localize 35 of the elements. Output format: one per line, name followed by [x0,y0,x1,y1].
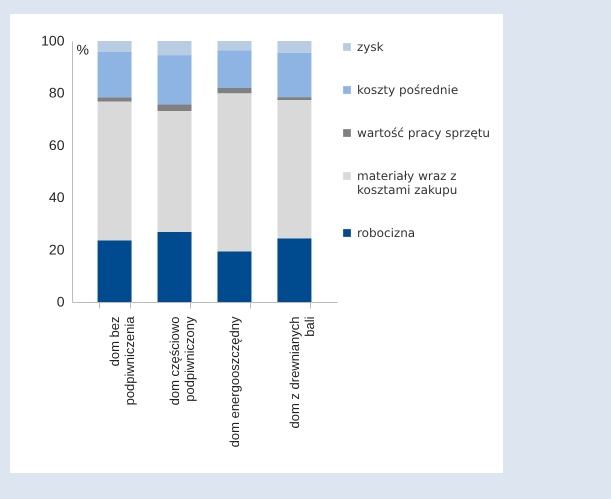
bar [277,52,312,98]
bar [158,232,192,302]
y-axis-title: % [76,42,89,58]
bar [98,240,132,302]
bar [217,251,252,302]
y-tick-label: 100 [41,32,65,48]
bar [158,41,192,56]
bar [98,52,132,98]
bar [158,104,192,111]
legend-label: materiały wraz z kosztami zakupu [357,169,458,197]
bar [217,50,252,88]
bar [217,93,252,252]
bar [277,97,312,100]
y-tick-label: 40 [48,189,65,206]
x-tick-label: dom bez podpiwniczenia [107,316,138,406]
bar [277,41,312,53]
bar [98,41,132,52]
bar [98,102,132,240]
x-tick-label: dom z drewnianych bali [286,316,317,428]
y-tick-label: 0 [56,294,65,310]
bar [98,97,132,102]
legend-label: robocizna [357,226,416,240]
bar [217,41,252,50]
bar [158,110,192,232]
legend-label: koszty pośrednie [357,83,458,97]
bar [277,238,312,302]
y-tick-label: 60 [48,136,65,153]
bar [158,55,192,104]
bar [217,88,252,94]
legend-label: wartość pracy sprzętu [357,126,490,140]
bar [277,100,312,238]
legend-label: zysk [357,40,384,54]
y-tick-label: 80 [48,84,65,101]
y-tick-label: 20 [48,241,65,258]
x-tick-label: dom energooszczędny [226,316,242,448]
